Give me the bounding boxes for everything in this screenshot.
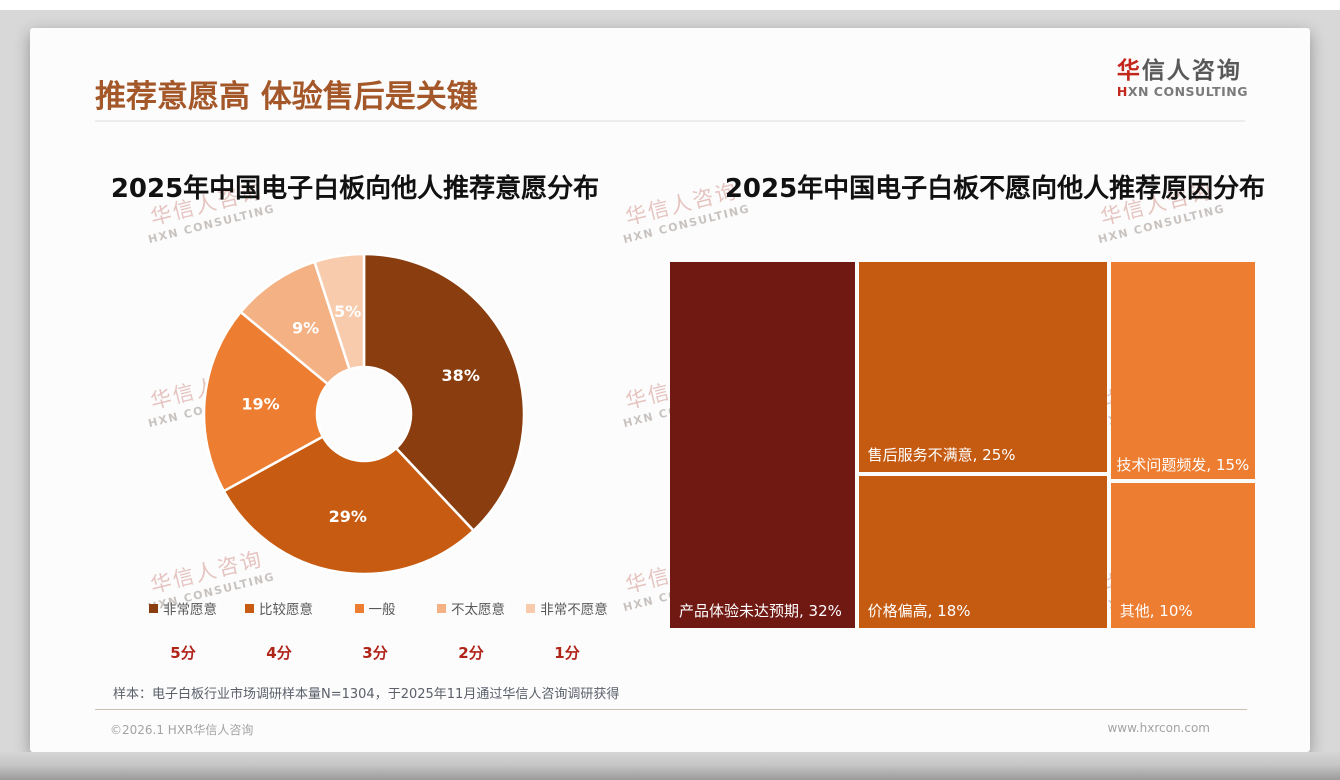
treemap-cell-label: 其他, 10% <box>1119 602 1193 620</box>
donut-value-label: 19% <box>241 395 279 414</box>
viewport-top-strip <box>0 0 1340 10</box>
treemap-cell-label: 售后服务不满意, 25% <box>867 446 1016 465</box>
treemap-cell-1: 产品体验未达预期, 32% <box>670 262 855 628</box>
footer-copyright: ©2026.1 HXR华信人咨询 <box>110 723 254 737</box>
legend-marker-icon <box>149 603 158 613</box>
treemap-cell-2: 售后服务不满意, 25% <box>858 262 1107 473</box>
legend-label: 不太愿意 <box>451 602 505 618</box>
donut-slice-2 <box>222 435 475 576</box>
legend-item: 非常不愿意 <box>526 598 608 618</box>
treemap-chart-title: 2025年中国电子白板不愿向他人推荐原因分布 <box>724 174 1266 204</box>
donut-slice-5 <box>313 252 366 371</box>
legend-label: 一般 <box>368 602 396 618</box>
legend-marker-icon <box>245 603 254 613</box>
legend-item: 非常愿意 <box>149 598 217 618</box>
legend-score: 3分 <box>362 644 388 662</box>
legend-col-2: 比较愿意 4分 <box>231 598 327 663</box>
slide-card: 推荐意愿高 体验售后是关键 华信人咨询 HXN CONSULTING 2025年… <box>30 28 1310 752</box>
donut-value-label: 29% <box>329 507 367 526</box>
treemap-chart: 产品体验未达预期, 32% 售后服务不满意, 25% 价格偏高, 18% 技术问题频发… <box>670 262 1255 628</box>
watermark-line2: HXN CONSULTING <box>146 201 277 247</box>
donut-value-label: 5% <box>334 302 361 321</box>
donut-slice-1 <box>362 252 526 532</box>
viewport-bottom-shade <box>0 752 1340 780</box>
title-divider <box>95 120 1245 122</box>
legend-item: 一般 <box>354 598 396 618</box>
sample-footnote: 样本：电子白板行业市场调研样本量N=1304，于2025年11月通过华信人咨询调… <box>113 687 620 702</box>
treemap-column-1: 产品体验未达预期, 32% <box>670 262 855 628</box>
footer-website: www.hxrcon.com <box>1107 721 1210 735</box>
donut-legend: 非常愿意 5分 比较愿意 4分 一般 3分 <box>135 598 615 663</box>
logo-english-text: HXN CONSULTING <box>1116 84 1248 100</box>
legend-score: 4分 <box>266 644 292 662</box>
treemap-cell-5: 其他, 10% <box>1110 483 1255 628</box>
legend-col-5: 非常不愿意 1分 <box>519 598 615 663</box>
legend-score: 5分 <box>170 644 196 662</box>
donut-value-label: 38% <box>442 366 480 385</box>
treemap-column-3: 技术问题频发, 15% 其他, 10% <box>1110 262 1255 628</box>
donut-chart-title: 2025年中国电子白板向他人推荐意愿分布 <box>110 174 600 204</box>
legend-marker-icon <box>354 603 364 613</box>
donut-slice-3 <box>202 310 330 493</box>
legend-label: 非常不愿意 <box>540 602 608 618</box>
legend-score: 1分 <box>554 644 580 662</box>
legend-score: 2分 <box>458 644 484 662</box>
watermark-line2: HXN CONSULTING <box>1096 201 1227 247</box>
treemap-cell-label: 产品体验未达预期, 32% <box>679 602 842 620</box>
watermark-line2: HXN CONSULTING <box>621 201 752 247</box>
legend-marker-icon <box>526 603 536 613</box>
treemap-cell-label: 技术问题频发, 15% <box>1116 455 1250 474</box>
treemap-column-2: 售后服务不满意, 25% 价格偏高, 18% <box>858 262 1107 628</box>
donut-chart: 38% 29% 19% 9% 5% <box>202 252 526 576</box>
legend-col-3: 一般 3分 <box>327 598 423 663</box>
legend-col-4: 不太愿意 2分 <box>423 598 519 663</box>
treemap-cell-3: 价格偏高, 18% <box>858 476 1107 628</box>
treemap-cell-label: 价格偏高, 18% <box>867 602 971 620</box>
legend-col-1: 非常愿意 5分 <box>135 598 231 663</box>
page-title: 推荐意愿高 体验售后是关键 <box>95 79 478 115</box>
legend-item: 不太愿意 <box>437 598 505 618</box>
legend-label: 非常愿意 <box>163 602 217 618</box>
legend-item: 比较愿意 <box>245 598 313 618</box>
footer-divider <box>95 709 1247 710</box>
company-logo: 华信人咨询 HXN CONSULTING <box>1117 58 1248 99</box>
legend-marker-icon <box>437 603 446 613</box>
legend-label: 比较愿意 <box>259 602 313 618</box>
donut-value-label: 9% <box>292 318 319 337</box>
logo-chinese-text: 华信人咨询 <box>1116 58 1242 84</box>
treemap-cell-4: 技术问题频发, 15% <box>1110 262 1255 480</box>
